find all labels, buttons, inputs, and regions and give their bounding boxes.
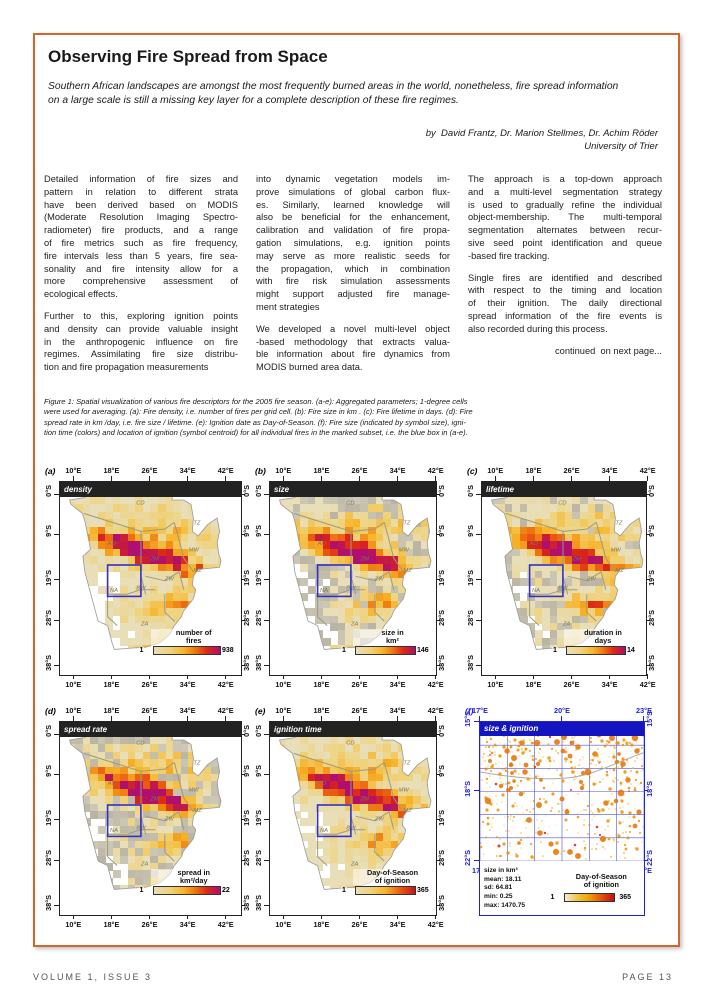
- svg-text:AO: AO: [317, 541, 327, 547]
- svg-text:ZA: ZA: [350, 862, 359, 868]
- svg-text:NA: NA: [532, 588, 540, 594]
- svg-text:ZW: ZW: [164, 817, 175, 823]
- svg-text:ZW: ZW: [164, 577, 175, 583]
- svg-text:ZW: ZW: [374, 817, 385, 823]
- svg-text:TZ: TZ: [193, 761, 201, 767]
- svg-text:MZ: MZ: [615, 568, 624, 574]
- svg-text:MZ: MZ: [193, 568, 202, 574]
- svg-text:AO: AO: [107, 541, 117, 547]
- svg-text:CD: CD: [346, 500, 354, 506]
- svg-text:ZW: ZW: [374, 577, 385, 583]
- svg-text:ZA: ZA: [140, 622, 149, 628]
- svg-text:MW: MW: [189, 548, 200, 554]
- svg-text:ZA: ZA: [350, 622, 359, 628]
- svg-text:AO: AO: [317, 781, 327, 787]
- svg-text:TZ: TZ: [193, 521, 201, 527]
- svg-text:ZA: ZA: [140, 862, 149, 868]
- svg-text:NA: NA: [320, 588, 328, 594]
- svg-text:AO: AO: [107, 781, 117, 787]
- svg-text:ZW: ZW: [586, 577, 597, 583]
- svg-text:MZ: MZ: [403, 568, 412, 574]
- svg-text:NA: NA: [110, 588, 118, 594]
- svg-text:MW: MW: [399, 548, 410, 554]
- svg-text:ZM: ZM: [572, 557, 582, 563]
- svg-text:TZ: TZ: [403, 521, 411, 527]
- svg-text:MW: MW: [611, 548, 622, 554]
- svg-text:TZ: TZ: [403, 761, 411, 767]
- svg-text:CD: CD: [136, 740, 144, 746]
- svg-text:ZM: ZM: [150, 797, 160, 803]
- svg-text:NA: NA: [320, 828, 328, 834]
- svg-text:MZ: MZ: [403, 808, 412, 814]
- svg-text:TZ: TZ: [615, 521, 623, 527]
- svg-text:ZM: ZM: [360, 797, 370, 803]
- svg-text:CD: CD: [346, 740, 354, 746]
- svg-text:NA: NA: [110, 828, 118, 834]
- svg-text:CD: CD: [136, 500, 144, 506]
- svg-text:CD: CD: [558, 500, 566, 506]
- svg-text:ZM: ZM: [150, 557, 160, 563]
- svg-text:AO: AO: [529, 541, 539, 547]
- svg-text:ZA: ZA: [562, 622, 571, 628]
- svg-text:ZM: ZM: [360, 557, 370, 563]
- svg-text:MZ: MZ: [193, 808, 202, 814]
- svg-text:MW: MW: [399, 788, 410, 794]
- svg-text:MW: MW: [189, 788, 200, 794]
